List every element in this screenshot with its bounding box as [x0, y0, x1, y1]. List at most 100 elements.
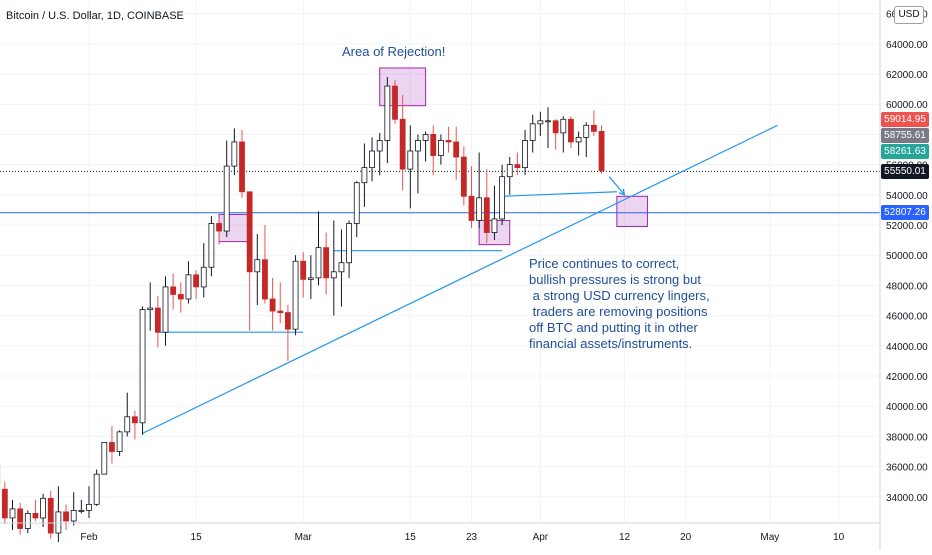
- candle: [47, 490, 54, 540]
- price-axis[interactable]: 34000.00 36000.00 38000.00 40000.00 42000.00…: [879, 0, 928, 550]
- candle: [346, 220, 353, 278]
- candle: [93, 469, 100, 506]
- candle-body: [545, 120, 551, 123]
- candle-body: [93, 473, 100, 505]
- candle-body: [70, 509, 77, 522]
- candle: [460, 146, 467, 206]
- candle-body: [330, 271, 337, 279]
- y-tick-label: 60000.00: [886, 100, 928, 111]
- candle-body: [109, 442, 115, 452]
- candle-body: [9, 508, 16, 519]
- candle-body: [162, 286, 169, 333]
- candle: [476, 152, 483, 229]
- candle: [445, 126, 452, 153]
- candle-body: [568, 118, 574, 143]
- y-tick-label: 52000.00: [886, 221, 928, 232]
- currency-badge[interactable]: USD: [894, 6, 924, 24]
- candle: [369, 137, 375, 182]
- trendline: [142, 124, 778, 434]
- symbol-title[interactable]: Bitcoin / U.S. Dollar, 1D, COINBASE: [6, 10, 184, 22]
- drawing-lines: [0, 124, 880, 434]
- candle: [568, 116, 574, 148]
- candle-body: [422, 133, 429, 141]
- y-tick-label: 38000.00: [886, 432, 928, 443]
- candle: [9, 499, 16, 531]
- candle: [284, 305, 291, 361]
- candle-body: [583, 124, 590, 138]
- candle: [437, 134, 444, 165]
- candle: [468, 166, 475, 229]
- candle: [422, 131, 429, 162]
- candle-body: [216, 223, 222, 232]
- candle: [223, 140, 230, 238]
- price-tag: 52807.26: [881, 205, 929, 221]
- candle-body: [262, 259, 268, 300]
- candle: [109, 425, 115, 464]
- candle: [55, 486, 62, 543]
- candle: [40, 493, 46, 527]
- candle-body: [17, 508, 24, 529]
- candle: [399, 95, 406, 191]
- candle-body: [208, 223, 215, 268]
- candle: [407, 125, 414, 209]
- candle: [315, 211, 322, 286]
- y-tick-label: 62000.00: [886, 70, 928, 81]
- y-tick-label: 36000.00: [886, 463, 928, 474]
- candle-body: [124, 416, 131, 433]
- candle-body: [269, 298, 276, 312]
- grid-lines: [0, 0, 880, 523]
- candle: [506, 157, 513, 195]
- candle-body: [437, 140, 444, 156]
- candle: [453, 126, 460, 180]
- candle: [353, 181, 360, 238]
- candle-body: [307, 277, 314, 280]
- price-tag: 58755.61: [881, 127, 929, 143]
- candle-body: [200, 266, 207, 288]
- candle-body: [193, 274, 200, 288]
- candle: [254, 234, 261, 306]
- candle: [560, 116, 567, 153]
- time-axis[interactable]: Feb 15 Mar 15 23 Apr 12 20 May 10: [0, 522, 880, 543]
- candle-body: [445, 140, 452, 143]
- commentary-text: Price continues to correct, bullish pres…: [529, 256, 710, 352]
- candles: [0, 77, 605, 543]
- y-tick-label: 40000.00: [886, 402, 928, 413]
- candle-body: [399, 118, 406, 170]
- candle-body: [277, 310, 284, 313]
- candle: [124, 392, 131, 437]
- candle: [193, 270, 200, 299]
- candle: [499, 164, 506, 225]
- candle-body: [353, 182, 360, 224]
- candle-body: [415, 140, 421, 152]
- candle-body: [116, 431, 123, 452]
- y-tick-label: 42000.00: [886, 372, 928, 383]
- candle-body: [560, 118, 567, 134]
- candle: [269, 277, 276, 331]
- candle-body: [254, 259, 261, 273]
- candle: [529, 114, 536, 153]
- y-tick-label: 48000.00: [886, 281, 928, 292]
- candle-body: [24, 513, 31, 529]
- candle-body: [384, 85, 391, 141]
- candle: [575, 131, 582, 156]
- candle-body: [591, 124, 597, 132]
- candle: [300, 252, 307, 298]
- y-tick-label: 34000.00: [886, 493, 928, 504]
- candle-body: [499, 176, 506, 220]
- candle-body: [369, 150, 375, 169]
- candle-body: [223, 165, 230, 232]
- candle: [154, 295, 161, 348]
- support-line: [502, 191, 617, 197]
- candle: [323, 232, 330, 295]
- x-tick-label: Feb: [80, 532, 98, 543]
- candle-body: [460, 156, 467, 197]
- candle-body: [300, 260, 307, 280]
- arrow-head: [618, 188, 626, 196]
- candle: [216, 217, 222, 245]
- candle-body: [86, 503, 92, 511]
- candle: [338, 229, 345, 307]
- candle: [376, 132, 383, 176]
- price-tag: 55550.01: [881, 163, 929, 179]
